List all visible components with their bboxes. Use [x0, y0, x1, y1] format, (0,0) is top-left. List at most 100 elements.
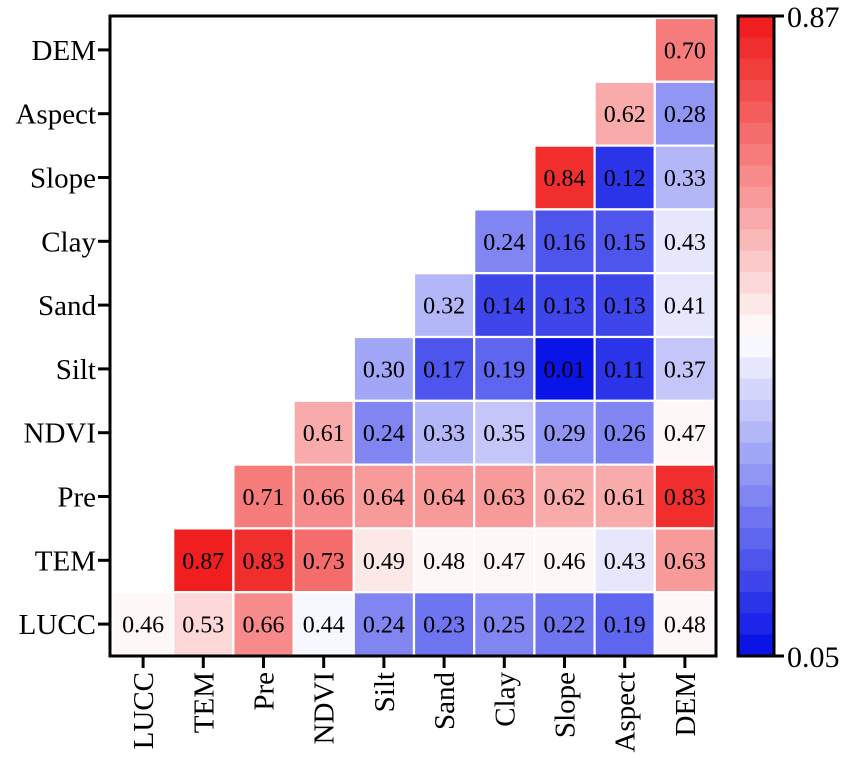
- cell-value-label: 0.16: [544, 230, 586, 256]
- x-tick-label-aspect: Aspect: [610, 672, 642, 753]
- cell-value-label: 0.17: [423, 357, 465, 383]
- cell-value-label: 0.83: [243, 549, 285, 575]
- cell-value-label: 0.12: [604, 166, 646, 192]
- heatmap-cell-ndvi-ndvi: [292, 399, 355, 466]
- y-tick-label-pre: Pre: [57, 482, 96, 514]
- cell-value-label: 0.24: [483, 230, 525, 256]
- y-tick-label-dem: DEM: [32, 35, 96, 67]
- cell-value-label: 0.87: [182, 549, 224, 575]
- x-tick-label-clay: Clay: [489, 672, 521, 727]
- cell-value-label: 0.28: [664, 102, 706, 128]
- y-tick-label-ndvi: NDVI: [24, 418, 97, 450]
- colorbar: 0.87 0.05: [736, 1, 840, 674]
- heatmap-cell-silt-dem: [653, 335, 717, 402]
- cell-value-label: 0.71: [243, 485, 285, 511]
- cell-value-label: 0.62: [544, 485, 586, 511]
- cells-layer: 0.70 0.62 0.28 0.84 0.12 0.33 0.24 0.16 0.15 0.43…: [111, 16, 717, 658]
- cell-value-label: 0.61: [604, 485, 646, 511]
- colorbar-gradient: [736, 14, 776, 658]
- x-tick-label-tem: TEM: [188, 672, 220, 733]
- x-tick-label-slope: Slope: [550, 672, 582, 738]
- heatmap-cell-pre-pre: [232, 463, 295, 530]
- colorbar-min-label: 0.05: [787, 641, 840, 674]
- cell-value-label: 0.49: [363, 549, 405, 575]
- x-tick-label-lucc: LUCC: [128, 672, 160, 749]
- cell-value-label: 0.73: [303, 549, 345, 575]
- x-tick-label-dem: DEM: [670, 672, 702, 736]
- heatmap-cell-sand-clay: [473, 272, 536, 339]
- cell-value-label: 0.11: [604, 357, 645, 383]
- x-tick-label-ndvi: NDVI: [309, 672, 341, 745]
- cell-value-label: 0.43: [604, 549, 646, 575]
- heatmap-cell-tem-tem: [172, 527, 235, 594]
- cell-value-label: 0.53: [182, 613, 224, 639]
- heatmap-cell-pre-silt: [352, 463, 416, 530]
- cell-value-label: 0.48: [423, 549, 465, 575]
- colorbar-max-label: 0.87: [787, 1, 840, 34]
- heatmap-cell-silt-sand: [412, 335, 476, 402]
- cell-value-label: 0.37: [664, 357, 706, 383]
- y-tick-label-aspect: Aspect: [15, 99, 96, 131]
- cell-value-label: 0.46: [122, 613, 164, 639]
- heatmap-cell-clay-slope: [533, 208, 596, 275]
- heatmap-cell-lucc-lucc: [111, 591, 175, 658]
- cell-value-label: 0.64: [423, 485, 465, 511]
- heatmap-cell-lucc-dem: [653, 591, 717, 658]
- cell-value-label: 0.43: [664, 230, 706, 256]
- cell-value-label: 0.22: [544, 613, 586, 639]
- cell-value-label: 0.26: [604, 421, 646, 447]
- cell-value-label: 0.30: [363, 357, 405, 383]
- cell-value-label: 0.24: [363, 421, 405, 447]
- heatmap-cell-lucc-aspect: [593, 591, 656, 658]
- cell-value-label: 0.24: [363, 613, 405, 639]
- cell-value-label: 0.23: [423, 613, 465, 639]
- heatmap-cell-ndvi-silt: [352, 399, 416, 466]
- heatmap-cell-lucc-slope: [533, 591, 596, 658]
- cell-value-label: 0.83: [664, 485, 706, 511]
- cell-value-label: 0.25: [483, 613, 525, 639]
- cell-value-label: 0.19: [604, 613, 646, 639]
- heatmap-cell-lucc-ndvi: [292, 591, 355, 658]
- heatmap-cell-dem-dem: [653, 16, 717, 83]
- y-tick-label-silt: Silt: [56, 354, 96, 386]
- heatmap-cell-silt-slope: [533, 335, 596, 402]
- cell-value-label: 0.15: [604, 230, 646, 256]
- cell-value-label: 0.66: [243, 613, 285, 639]
- cell-value-label: 0.62: [604, 102, 646, 128]
- cell-value-label: 0.13: [544, 294, 586, 320]
- heatmap-cell-lucc-silt: [352, 591, 416, 658]
- heatmap-cell-tem-clay: [473, 527, 536, 594]
- cell-value-label: 0.33: [664, 166, 706, 192]
- y-tick-label-clay: Clay: [41, 226, 96, 258]
- cell-value-label: 0.84: [544, 166, 586, 192]
- cell-value-label: 0.32: [423, 294, 465, 320]
- y-tick-label-slope: Slope: [30, 163, 96, 195]
- cell-value-label: 0.47: [483, 549, 525, 575]
- cell-value-label: 0.19: [483, 357, 525, 383]
- heatmap-cell-pre-dem: [653, 463, 717, 530]
- heatmap-cell-lucc-pre: [232, 591, 295, 658]
- cell-value-label: 0.35: [483, 421, 525, 447]
- cell-value-label: 0.70: [664, 38, 706, 64]
- x-tick-label-silt: Silt: [369, 672, 401, 712]
- x-tick-label-sand: Sand: [429, 672, 461, 731]
- plot-frame: [108, 14, 718, 658]
- heatmap-cell-ndvi-aspect: [593, 399, 656, 466]
- y-tick-label-sand: Sand: [38, 290, 97, 322]
- x-tick-label-pre: Pre: [249, 672, 281, 711]
- cell-value-label: 0.66: [303, 485, 345, 511]
- heatmap-cell-clay-dem: [653, 208, 717, 275]
- cell-value-label: 0.33: [423, 421, 465, 447]
- cell-value-label: 0.13: [604, 294, 646, 320]
- cell-value-label: 0.14: [483, 294, 525, 320]
- y-tick-label-tem: TEM: [35, 545, 96, 577]
- heatmap-cell-tem-dem: [653, 527, 717, 594]
- heatmap-cell-silt-aspect: [593, 335, 656, 402]
- cell-value-label: 0.01: [544, 357, 586, 383]
- heatmap-cell-silt-silt: [352, 335, 416, 402]
- cell-value-label: 0.61: [303, 421, 345, 447]
- cell-value-label: 0.63: [483, 485, 525, 511]
- y-tick-label-lucc: LUCC: [19, 609, 96, 641]
- heatmap-cell-slope-dem: [653, 144, 717, 211]
